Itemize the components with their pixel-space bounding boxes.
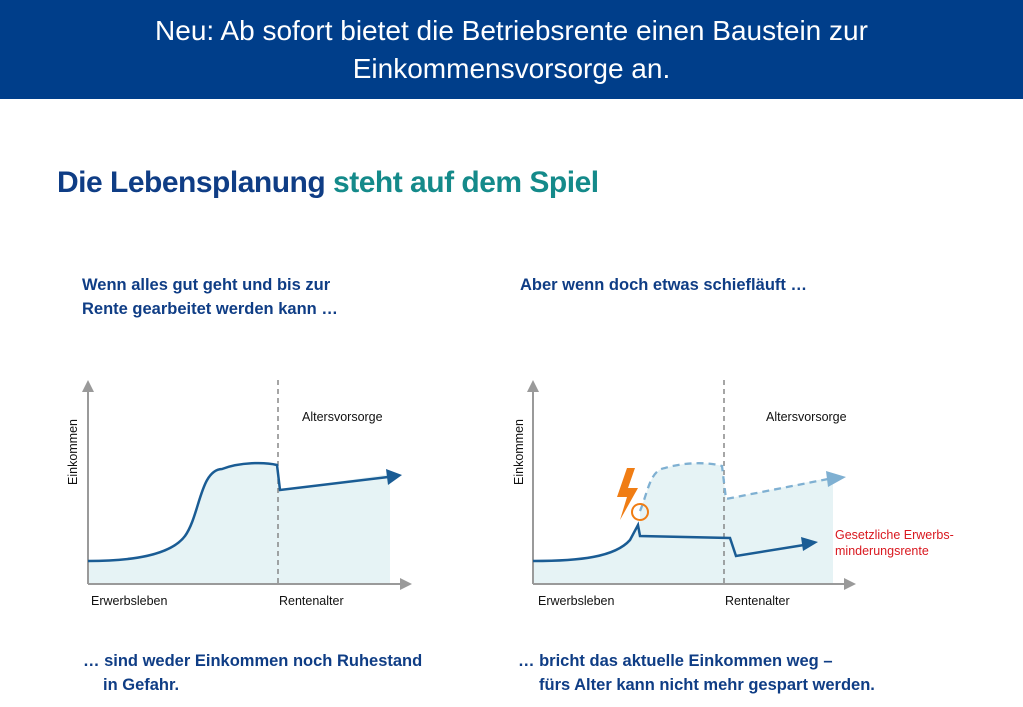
right-y-axis-arrow-icon — [527, 380, 539, 392]
right-region-label: Altersvorsorge — [766, 410, 847, 424]
left-outro-line-2: in Gefahr. — [103, 676, 180, 694]
header-banner: Neu: Ab sofort bietet die Betriebsrente … — [0, 0, 1023, 99]
pension-label-line-2: minderungsrente — [835, 544, 929, 558]
pension-label-line-1: Gesetzliche Erwerbs- — [835, 528, 954, 542]
right-x-label-retire: Rentenalter — [725, 594, 790, 608]
right-dashed-arrow-icon — [826, 471, 846, 487]
left-intro-caption: Wenn alles gut geht und bis zur Rente ge… — [82, 273, 382, 321]
banner-text: Neu: Ab sofort bietet die Betriebsrente … — [155, 14, 868, 84]
right-outro-line-2: fürs Alter kann nicht mehr gespart werde… — [539, 676, 875, 694]
right-event-circle — [631, 503, 649, 521]
left-y-axis-label: Einkommen — [66, 419, 80, 485]
headline-part-2: steht auf dem Spiel — [333, 166, 599, 199]
left-intro-line-1: Wenn alles gut geht und bis zur — [82, 276, 331, 294]
right-actual-income-curve — [532, 521, 805, 563]
left-region-label: Altersvorsorge — [302, 410, 383, 424]
right-outro-caption: … bricht das aktuelle Einkommen weg – fü… — [518, 649, 918, 697]
left-x-axis-arrow-icon — [400, 578, 412, 590]
headline-part-1: Die Lebensplanung — [57, 166, 326, 199]
left-curve-arrow-icon — [386, 469, 402, 485]
right-x-axis-arrow-icon — [844, 578, 856, 590]
left-x-label-retire: Rentenalter — [279, 594, 344, 608]
right-outro-line-1: … bricht das aktuelle Einkommen weg – — [518, 652, 833, 670]
right-intro-caption: Aber wenn doch etwas schiefläuft … — [520, 276, 807, 294]
left-outro-caption: … sind weder Einkommen noch Ruhestand in… — [83, 649, 483, 697]
left-income-curve — [87, 461, 389, 563]
right-planned-curve-dashed — [638, 462, 829, 512]
right-curve-arrow-icon — [801, 537, 818, 551]
left-diagram: Einkommen Erwerbsleben Rentenalter Alter… — [66, 380, 412, 608]
lightning-bolt-icon — [617, 468, 638, 520]
right-y-axis-label: Einkommen — [512, 419, 526, 485]
right-actual-area — [533, 525, 833, 584]
page-headline: Die Lebensplanung steht auf dem Spiel — [57, 166, 599, 200]
left-intro-line-2: Rente gearbeitet werden kann … — [82, 300, 338, 318]
left-income-area — [88, 463, 390, 584]
right-x-label-work: Erwerbsleben — [538, 594, 614, 608]
right-diagram: Einkommen Erwerbsleben Rentenalter Alter… — [512, 380, 954, 608]
left-x-label-work: Erwerbsleben — [91, 594, 167, 608]
left-outro-line-1: … sind weder Einkommen noch Ruhestand — [83, 652, 423, 670]
left-y-axis-arrow-icon — [82, 380, 94, 392]
